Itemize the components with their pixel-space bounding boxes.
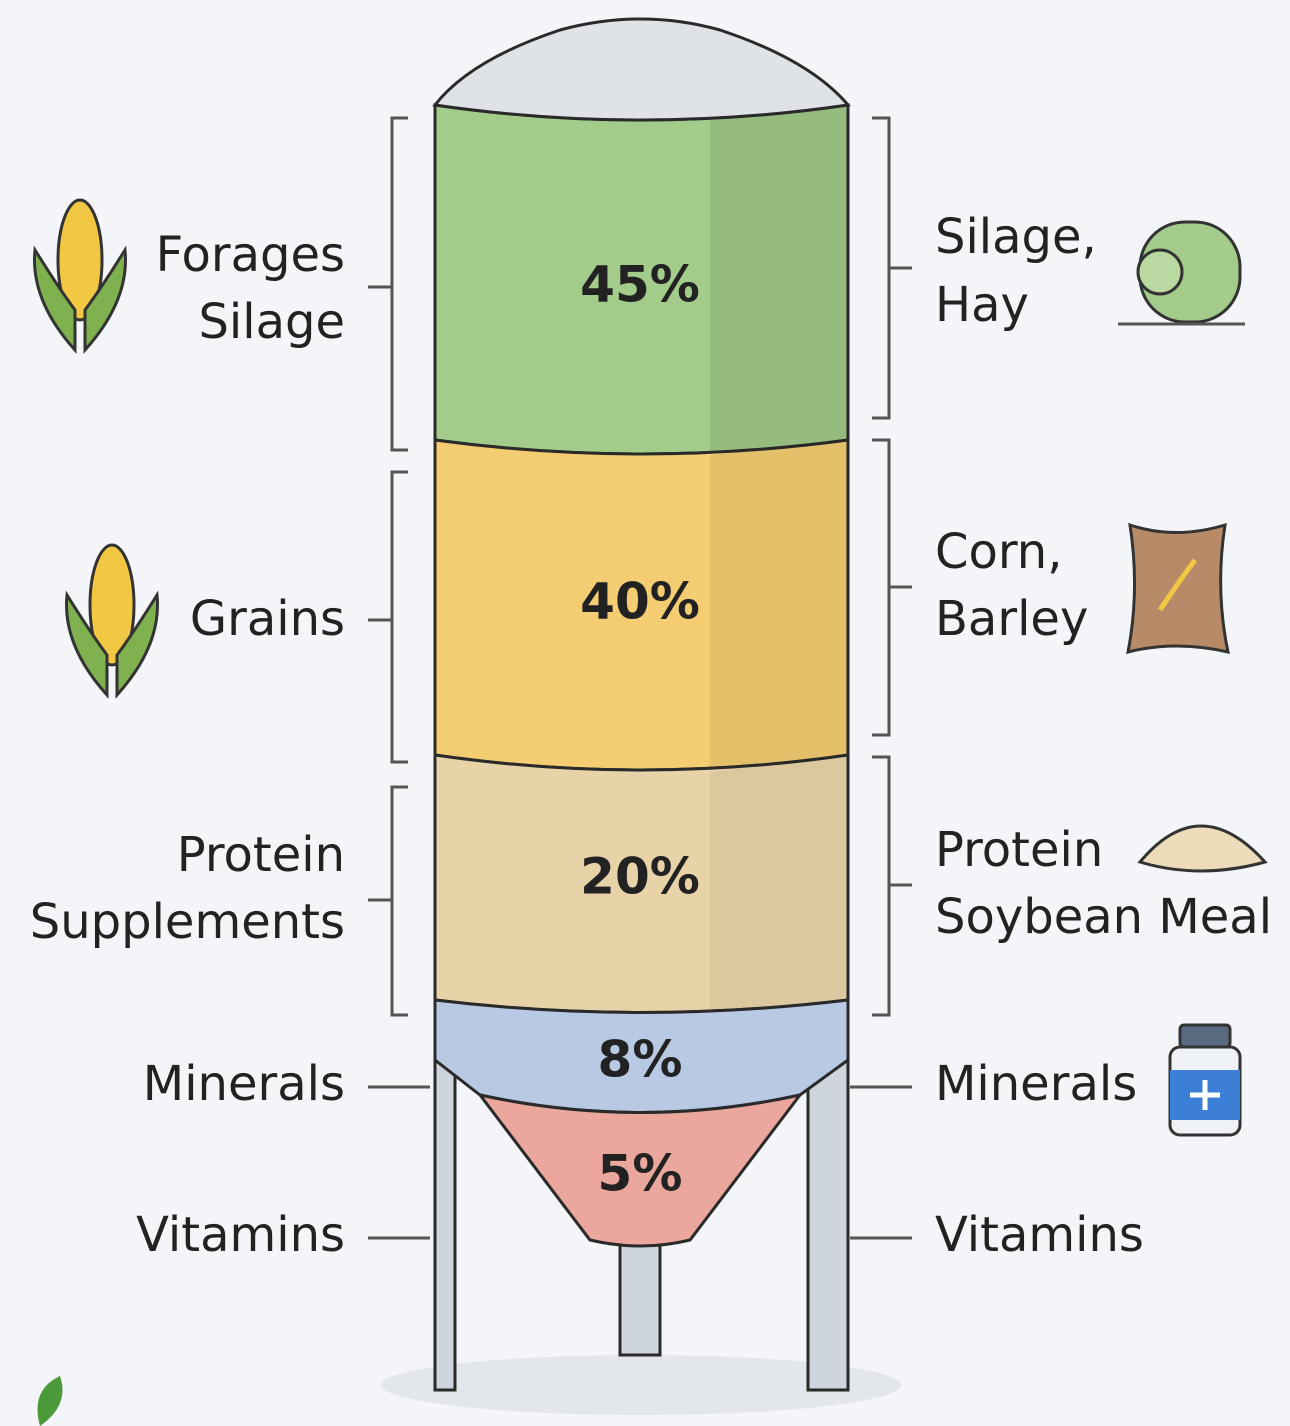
left-label: Protein <box>177 827 345 883</box>
percent-label: 8% <box>598 1031 683 1089</box>
leg <box>435 1050 455 1390</box>
leg <box>620 1235 660 1355</box>
bottle-icon <box>1170 1025 1240 1135</box>
right-label: Minerals <box>935 1056 1137 1112</box>
right-label: Soybean Meal <box>935 889 1272 945</box>
left-label: Silage <box>198 294 345 350</box>
percent-label: 20% <box>580 848 700 906</box>
percent-label: 40% <box>580 573 700 631</box>
percent-label: 45% <box>580 256 700 314</box>
right-label: Protein <box>935 822 1103 878</box>
right-label: Corn, <box>935 524 1062 580</box>
left-label: Grains <box>190 591 345 647</box>
silo-diagram: 45% Forages Silage Silage, Hay 40% Grains Corn,… <box>0 0 1290 1426</box>
right-label: Silage, <box>935 209 1097 265</box>
right-label: Barley <box>935 591 1088 647</box>
shade <box>710 105 848 455</box>
left-label: Vitamins <box>136 1207 345 1263</box>
left-label: Supplements <box>30 894 345 950</box>
sack-icon <box>1128 525 1228 652</box>
shade <box>710 755 848 1013</box>
right-label: Vitamins <box>935 1207 1144 1263</box>
left-label: Forages <box>156 227 345 283</box>
leg <box>808 1050 848 1390</box>
left-label: Minerals <box>143 1056 345 1112</box>
percent-label: 5% <box>598 1145 683 1203</box>
right-label: Hay <box>935 277 1029 333</box>
shade <box>710 440 848 772</box>
